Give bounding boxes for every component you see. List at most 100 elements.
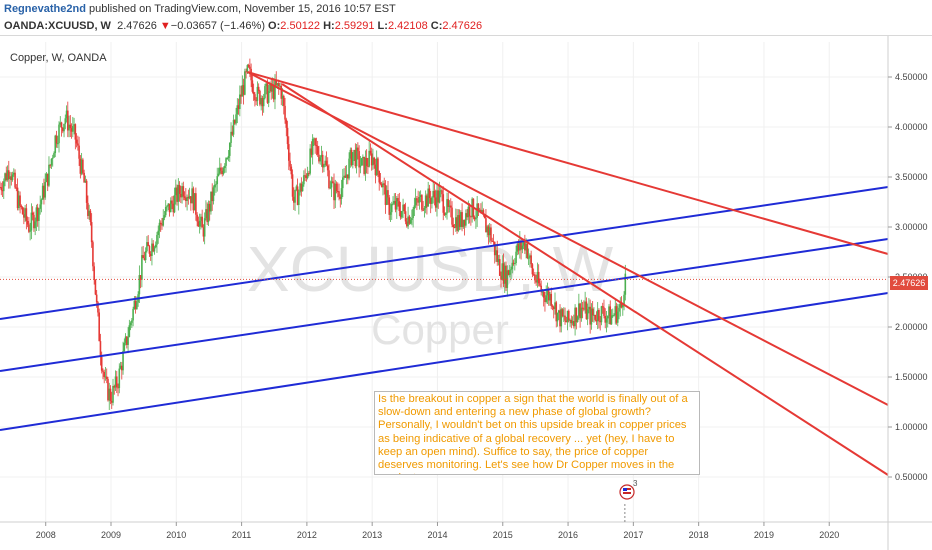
candle-body xyxy=(75,139,78,144)
candle-body xyxy=(244,71,246,95)
candle-body xyxy=(419,195,422,198)
candle-body xyxy=(262,97,265,107)
candle-body xyxy=(591,308,594,316)
candle-body xyxy=(451,207,453,225)
candle-body xyxy=(320,154,323,158)
candle-body xyxy=(208,203,211,212)
high-value: 2.59291 xyxy=(334,20,375,32)
candle-body xyxy=(438,190,441,203)
candle-body xyxy=(387,190,389,198)
candle-body xyxy=(146,242,148,252)
candle-body xyxy=(104,376,107,378)
candle-body xyxy=(114,376,117,388)
candle-body xyxy=(521,245,524,250)
price-axis[interactable]: 0.500001.000001.500002.000002.500003.000… xyxy=(887,36,928,550)
candle-body xyxy=(139,275,142,280)
candle-body xyxy=(187,196,190,199)
candle-body xyxy=(239,94,241,110)
x-tick-label: 2018 xyxy=(689,530,709,540)
candle-body xyxy=(365,157,368,166)
candle-body xyxy=(15,187,18,189)
candle-body xyxy=(247,65,250,67)
candle-body xyxy=(343,175,345,178)
candle-body xyxy=(486,226,488,233)
candle-body xyxy=(570,319,573,324)
candle-body xyxy=(576,316,579,323)
candle-body xyxy=(112,386,114,403)
candle-body xyxy=(77,143,79,146)
candle-body xyxy=(347,174,349,179)
candle-body xyxy=(328,170,330,189)
candle-body xyxy=(586,309,589,320)
candle-body xyxy=(527,257,530,259)
candle-body xyxy=(495,250,497,256)
candles xyxy=(0,58,627,410)
candle-body xyxy=(108,388,111,401)
flag-event-icon[interactable]: 3 xyxy=(619,479,637,502)
candle-body xyxy=(461,212,463,227)
symbol-info: OANDA:XCUUSD, W 2.47626 ▼−0.03657 (−1.46… xyxy=(4,20,483,32)
candle-body xyxy=(92,242,94,267)
candle-body xyxy=(441,190,443,195)
candle-body xyxy=(61,127,64,132)
candle-body xyxy=(339,196,342,199)
y-tick-label: 2.00000 xyxy=(895,322,928,332)
resistance-2[interactable] xyxy=(247,71,889,406)
candle-body xyxy=(60,122,63,128)
candle-body xyxy=(599,320,602,323)
candle-body xyxy=(516,243,519,252)
candle-body xyxy=(56,143,59,145)
channel-upper[interactable] xyxy=(0,186,889,320)
candle-body xyxy=(74,124,77,140)
candle-body xyxy=(505,265,507,288)
candle-body xyxy=(285,119,288,128)
candle-body xyxy=(481,210,483,213)
candle-body xyxy=(94,279,97,295)
candle-body xyxy=(535,280,537,283)
channel-lines[interactable] xyxy=(0,186,889,431)
candle-body xyxy=(261,97,264,107)
candle-body xyxy=(545,295,548,302)
candle-body xyxy=(290,166,293,175)
candle-body xyxy=(95,294,98,303)
channel-lower[interactable] xyxy=(0,292,889,431)
price-chart[interactable]: XCUUSD, W Copper 0.50000 1.00000 1.50000 2.… xyxy=(0,36,932,550)
candle-body xyxy=(136,302,138,310)
candle-body xyxy=(191,188,193,204)
candle-body xyxy=(138,275,141,295)
candle-body xyxy=(291,174,294,197)
candle-body xyxy=(227,155,230,158)
x-tick-label: 2010 xyxy=(166,530,186,540)
candle-body xyxy=(615,306,618,323)
annotation-note[interactable]: Is the breakout in copper a sign that th… xyxy=(374,391,700,475)
channel-middle[interactable] xyxy=(0,238,889,372)
candle-body xyxy=(573,321,575,327)
candle-body xyxy=(120,365,123,371)
candle-body xyxy=(380,183,383,188)
candle-body xyxy=(55,135,58,144)
candle-body xyxy=(164,206,167,216)
candle-body xyxy=(163,215,166,218)
candle-body xyxy=(562,315,565,317)
candle-body xyxy=(168,203,171,213)
candle-body xyxy=(218,167,221,174)
candle-body xyxy=(398,201,401,211)
candle-body xyxy=(205,209,207,219)
candle-body xyxy=(152,243,154,252)
time-axis[interactable]: 2008 2009 2010 2011 2012 2013 2014 2015 2016 2017… xyxy=(0,504,932,540)
author-name[interactable]: Regnevathe2nd xyxy=(4,3,86,15)
candle-body xyxy=(349,149,352,159)
candle-body xyxy=(475,217,477,220)
candle-body xyxy=(39,204,41,209)
candle-body xyxy=(431,197,433,204)
candle-body xyxy=(512,262,515,264)
candle-body xyxy=(606,316,609,319)
resistance-1[interactable] xyxy=(247,71,889,255)
candle-body xyxy=(213,184,216,188)
candle-body xyxy=(620,302,623,308)
candle-body xyxy=(359,165,362,168)
candle-body xyxy=(53,153,55,158)
candle-body xyxy=(404,211,407,222)
candle-body xyxy=(23,214,25,218)
candle-body xyxy=(330,181,333,188)
